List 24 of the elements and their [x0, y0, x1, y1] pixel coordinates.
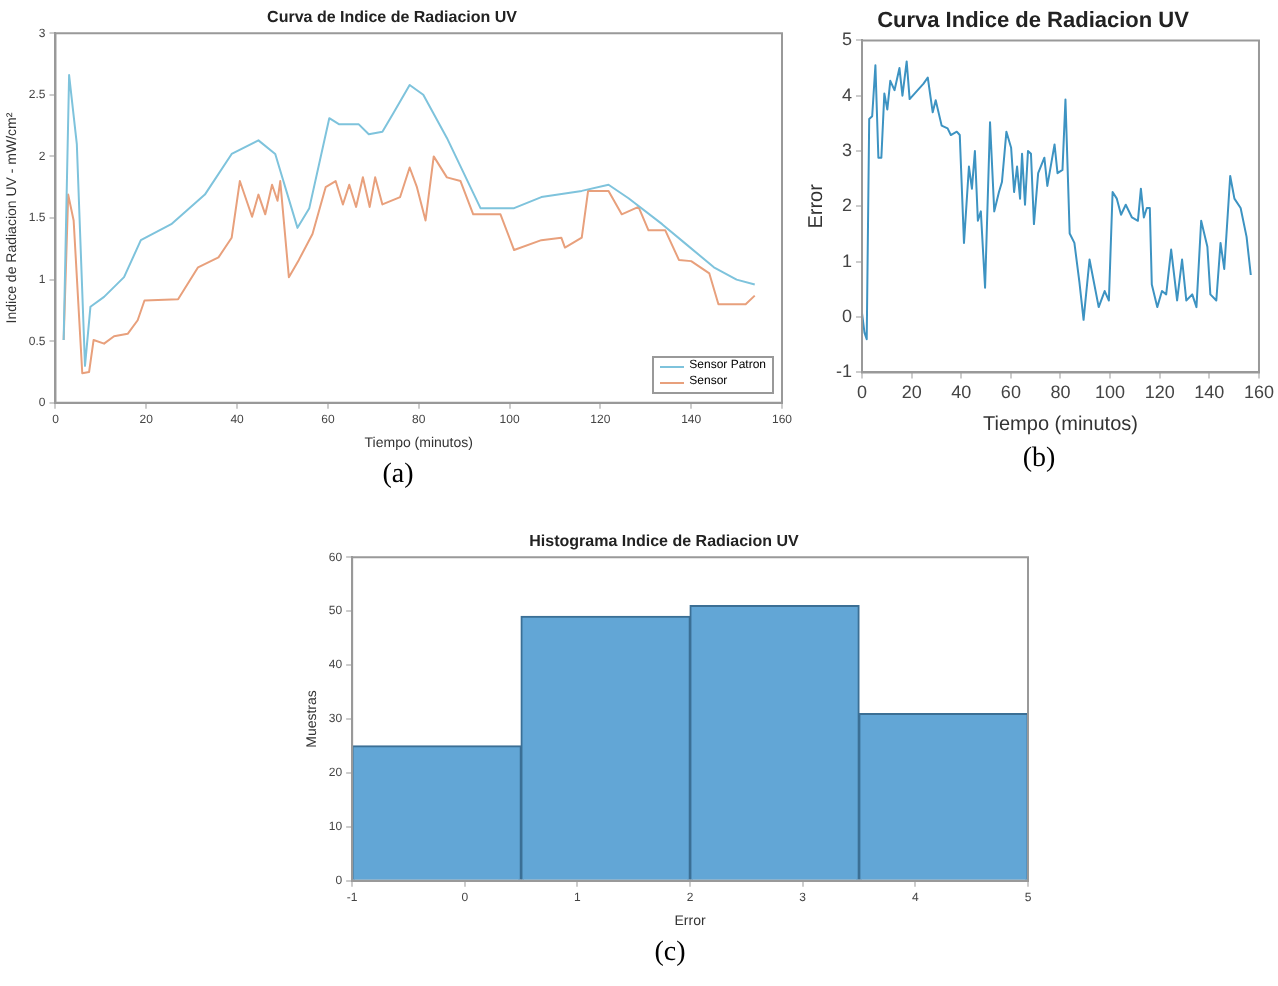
y-tick-label: 1 — [841, 250, 852, 271]
text: (b) — [1020, 444, 1058, 476]
x-tick-label: 20 — [901, 382, 922, 403]
chart-title: Curva de Indice de Radiacion UV — [267, 8, 519, 27]
y-tick-label: 4 — [841, 84, 852, 105]
y-axis-title: Error — [805, 182, 828, 229]
chart-title: Histograma Indice de Radiacion UV — [529, 532, 801, 551]
y-tick-label: 0 — [841, 306, 852, 327]
y-tick-label: 3 — [841, 140, 852, 161]
x-tick-label: 160 — [1243, 382, 1275, 403]
x-tick-label: 100 — [1095, 382, 1126, 403]
text: (a) — [380, 460, 416, 492]
chart-title: Curva Indice de Radiacion UV — [877, 9, 1191, 34]
x-tick-label: 40 — [951, 382, 972, 403]
y-tick-label: 5 — [841, 29, 852, 50]
x-tick-label: 120 — [1144, 382, 1175, 403]
x-tick-label: 0 — [856, 382, 868, 403]
y-tick-label: 2 — [841, 195, 852, 216]
y-tick-label: -1 — [835, 361, 852, 382]
text: (c) — [652, 938, 688, 970]
x-axis-title: Tiempo (minutos) — [983, 413, 1138, 436]
x-tick-label: 140 — [1194, 382, 1225, 403]
x-tick-label: 80 — [1050, 382, 1071, 403]
x-tick-label: 60 — [1000, 382, 1021, 403]
